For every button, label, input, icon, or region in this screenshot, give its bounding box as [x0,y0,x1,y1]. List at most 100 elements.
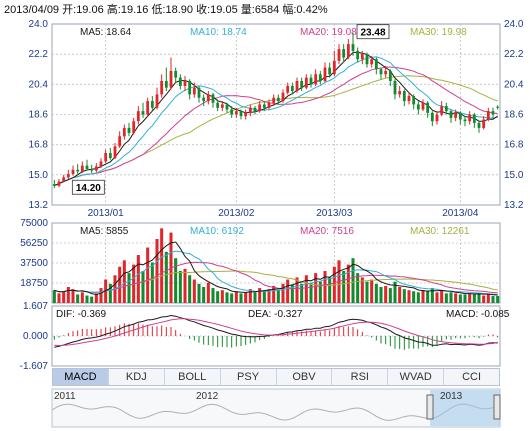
volume-bar [295,277,299,303]
candle-body [346,44,350,58]
navigator-selection [430,390,500,426]
volume-bar [57,293,61,303]
volume-bar [276,290,280,303]
candle-body [113,146,117,159]
candle-body [304,77,308,88]
candle-body [360,54,364,60]
candle-body [337,49,341,61]
volume-bar [370,279,374,303]
volume-bar [458,294,462,303]
volume-ma10-line [54,250,498,295]
candle-body [374,59,378,70]
candle-body [57,181,61,186]
volume-bar [412,291,416,303]
candle-body [402,91,406,102]
header-open-label: 开: [62,4,76,16]
price-annotation-box [356,24,390,40]
tab-cci[interactable]: CCI [462,371,482,383]
tab-obv[interactable]: OBV [277,369,333,385]
volume-bar [160,228,164,303]
header-change: 0.42% [296,4,327,16]
volume-bar [188,275,192,303]
volume-bar [164,251,168,303]
volume-y-tick: 75000 [20,218,48,229]
volume-bar [52,290,56,303]
volume-bar [216,291,220,303]
volume-bar [398,287,402,303]
volume-bar [346,264,350,303]
volume-bar [421,290,425,303]
candle-body [440,106,444,115]
candle-body [421,102,425,110]
candle-body [174,70,178,78]
tab-rsi[interactable]: RSI [332,369,389,385]
candle-body [491,111,495,115]
volume-bar [244,292,248,303]
volume-bar [290,284,294,303]
header-date: 2013/04/09 [4,4,59,16]
volume-bar [416,292,420,303]
header-volume-label: 量: [241,3,255,16]
tab-macd[interactable]: MACD [53,369,109,385]
volume-bar [491,296,495,303]
macd-y-tick: 1.607 [23,301,48,312]
tab-boll[interactable]: BOLL [165,369,221,385]
price-legend-ma10: MA10: 18.74 [190,27,247,38]
price-y-tick-right: 15.0 [504,170,524,181]
navigator-handle-left [426,394,434,420]
volume-bar [356,273,360,303]
candle-body [323,67,327,81]
navigator-panel[interactable]: 2011 2012 2013 [51,388,501,428]
candle-body [132,121,136,133]
candle-body [351,44,355,51]
volume-bar [192,279,196,303]
macd-legend-dif: DIF: -0.369 [56,309,106,320]
candle-body [90,168,94,171]
candle-body [80,165,84,172]
volume-bar [90,296,94,303]
price-y-tick-right: 13.2 [504,200,524,211]
tab-kdj[interactable]: KDJ [109,369,165,385]
candle-body [76,169,80,172]
candle-body [155,94,159,108]
price-annotation-box [71,179,105,195]
price-legend-ma5: MA5: 18.64 [80,27,132,38]
price-x-tick-label: 2013/01 [88,208,125,219]
candle-body [197,87,201,98]
tab-wvad[interactable]: WVAD [388,369,445,385]
candle-body [430,112,434,122]
volume-bar [202,287,206,303]
volume-bar [122,260,126,303]
candle-body [127,127,131,133]
volume-bar [323,271,327,303]
volume-bar [281,283,285,303]
indicator-tabs: MACD KDJ BOLL PSY OBV RSI WVAD CCI [52,368,500,386]
candle-body [225,104,229,110]
tab-psy[interactable]: PSY [221,369,277,385]
candle-body [52,184,56,186]
volume-bar [342,271,346,303]
candle-body [164,80,168,88]
volume-bar [76,294,80,303]
price-y-tick-right: 24.0 [504,19,524,30]
volume-bar [108,283,112,303]
candle-body [230,109,234,115]
volume-bar [174,258,178,303]
volume-legend-ma30: MA30: 12261 [410,226,470,237]
candle-body [183,80,187,87]
volume-bar [66,287,70,303]
price-y-tick-right: 18.6 [504,110,524,121]
candle-body [477,122,481,128]
candle-body [160,80,164,95]
volume-bar [300,283,304,303]
volume-ma20-line [54,261,498,294]
header-change-label: 幅: [282,3,296,16]
candle-body [314,74,318,85]
volume-bar [365,281,369,303]
volume-bar [482,295,486,303]
volume-bar [314,273,318,303]
volume-bar [230,293,234,303]
navigator-year-label: 2012 [196,391,219,402]
candle-body [468,114,472,122]
